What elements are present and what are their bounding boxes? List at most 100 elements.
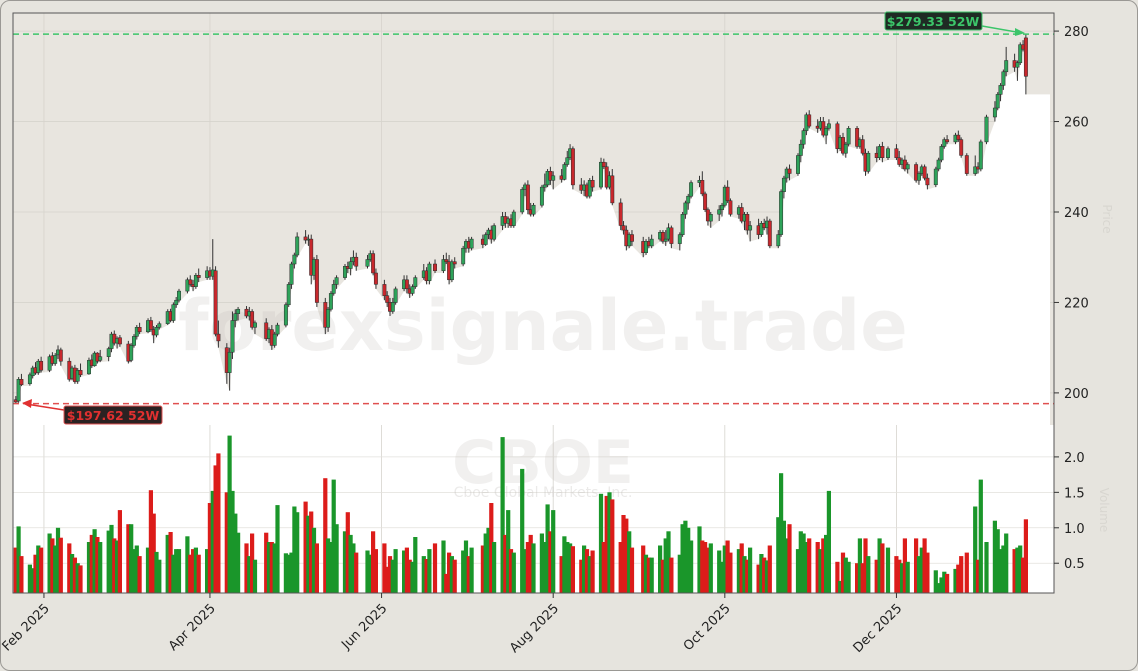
volume-bar <box>801 533 806 593</box>
candle-body <box>75 370 80 382</box>
volume-bar <box>877 538 882 593</box>
candle-body <box>562 164 567 180</box>
candle-body <box>348 261 353 269</box>
candle-body <box>700 180 705 195</box>
price-tick-label: 220 <box>1064 296 1089 311</box>
volume-bar <box>151 513 156 593</box>
high-label-box <box>884 11 983 31</box>
candle-body <box>663 238 668 242</box>
candle-body <box>956 134 961 140</box>
volume-bar <box>365 550 370 593</box>
volume-bar <box>311 527 317 593</box>
candle-body <box>570 148 575 186</box>
candle-body <box>801 130 806 145</box>
candle-body <box>137 327 142 333</box>
volume-bar <box>624 518 629 593</box>
volume-bar <box>371 531 376 593</box>
volume-bar <box>95 537 100 593</box>
volume-bar <box>469 547 474 593</box>
volume-bar <box>168 532 173 593</box>
volume-bar <box>545 504 550 593</box>
volume-bar <box>826 490 831 593</box>
candle-body <box>1018 44 1023 64</box>
candle-body <box>27 374 32 385</box>
volume-bar <box>756 564 761 593</box>
candle-body <box>914 164 919 181</box>
volume-bar <box>953 568 958 593</box>
candle-body <box>289 263 294 285</box>
volume-bar <box>621 515 626 593</box>
volume-bar <box>1001 545 1006 593</box>
volume-bar <box>838 580 843 593</box>
candle-body <box>286 284 291 306</box>
candle-body <box>132 336 136 346</box>
volume-bar <box>393 549 398 593</box>
candle-body <box>174 299 179 305</box>
volume-bar <box>914 538 919 593</box>
volume-bar <box>213 465 218 593</box>
price-area-fill <box>13 51 1050 426</box>
volume-bar <box>224 492 229 593</box>
price-axis-label: Price <box>1100 204 1114 233</box>
volume-bar <box>328 542 333 593</box>
volume-bar <box>855 563 860 593</box>
candle-body <box>835 123 840 149</box>
volume-bar <box>36 545 41 593</box>
candle-body <box>365 259 370 267</box>
candle-body <box>683 202 688 215</box>
candle-body <box>233 313 238 321</box>
candle-body <box>846 128 851 145</box>
volume-bar <box>725 540 730 593</box>
candle-body <box>531 204 536 215</box>
volume-bar <box>660 559 665 593</box>
candle-body <box>390 302 395 312</box>
volume-bar <box>677 554 682 593</box>
candle-body <box>525 184 530 211</box>
volume-tick-label: 0.5 <box>1064 557 1085 572</box>
volume-bar <box>272 543 277 593</box>
volume-bar <box>50 538 55 593</box>
volume-bar <box>815 542 820 593</box>
price-tick-label: 200 <box>1064 387 1089 402</box>
candle-body <box>452 261 457 265</box>
volume-bar <box>295 512 300 593</box>
x-tick-label: Apr 2025 <box>166 601 219 654</box>
volume-bar <box>559 556 564 593</box>
x-tick-label: Oct 2025 <box>681 601 734 654</box>
candle-body <box>708 214 713 222</box>
volume-bar <box>807 538 812 593</box>
volume-bar <box>666 531 671 593</box>
volume-bar <box>404 547 409 593</box>
candle-body <box>469 238 474 249</box>
candle-body <box>39 360 44 371</box>
candle-body <box>610 175 615 204</box>
candle-body <box>728 200 733 215</box>
candle-body <box>385 295 390 303</box>
candle-body <box>1015 62 1020 68</box>
volume-bar <box>53 545 58 593</box>
candle-body <box>860 139 865 154</box>
candle-body <box>587 180 592 197</box>
candle-body <box>492 225 497 240</box>
volume-bar <box>89 534 94 593</box>
candle-body <box>295 236 300 256</box>
candle-body <box>660 232 665 242</box>
volume-bar <box>700 540 705 593</box>
volume-bar <box>407 559 412 593</box>
volume-bar <box>565 542 570 593</box>
candle-body <box>824 128 829 136</box>
volume-bar <box>342 531 348 593</box>
volume-bar <box>390 559 395 593</box>
volume-bar <box>745 559 750 593</box>
volume-bar <box>354 552 359 593</box>
volume-bar <box>562 536 567 593</box>
volume-bar <box>689 540 694 593</box>
volume-bar <box>539 533 544 593</box>
low-label-box <box>63 405 163 425</box>
candle-body <box>649 238 654 247</box>
volume-bar <box>72 557 77 593</box>
volume-bar <box>331 479 336 593</box>
plot-border <box>12 12 1055 594</box>
volume-bar <box>137 556 142 593</box>
candle-body <box>129 345 134 361</box>
